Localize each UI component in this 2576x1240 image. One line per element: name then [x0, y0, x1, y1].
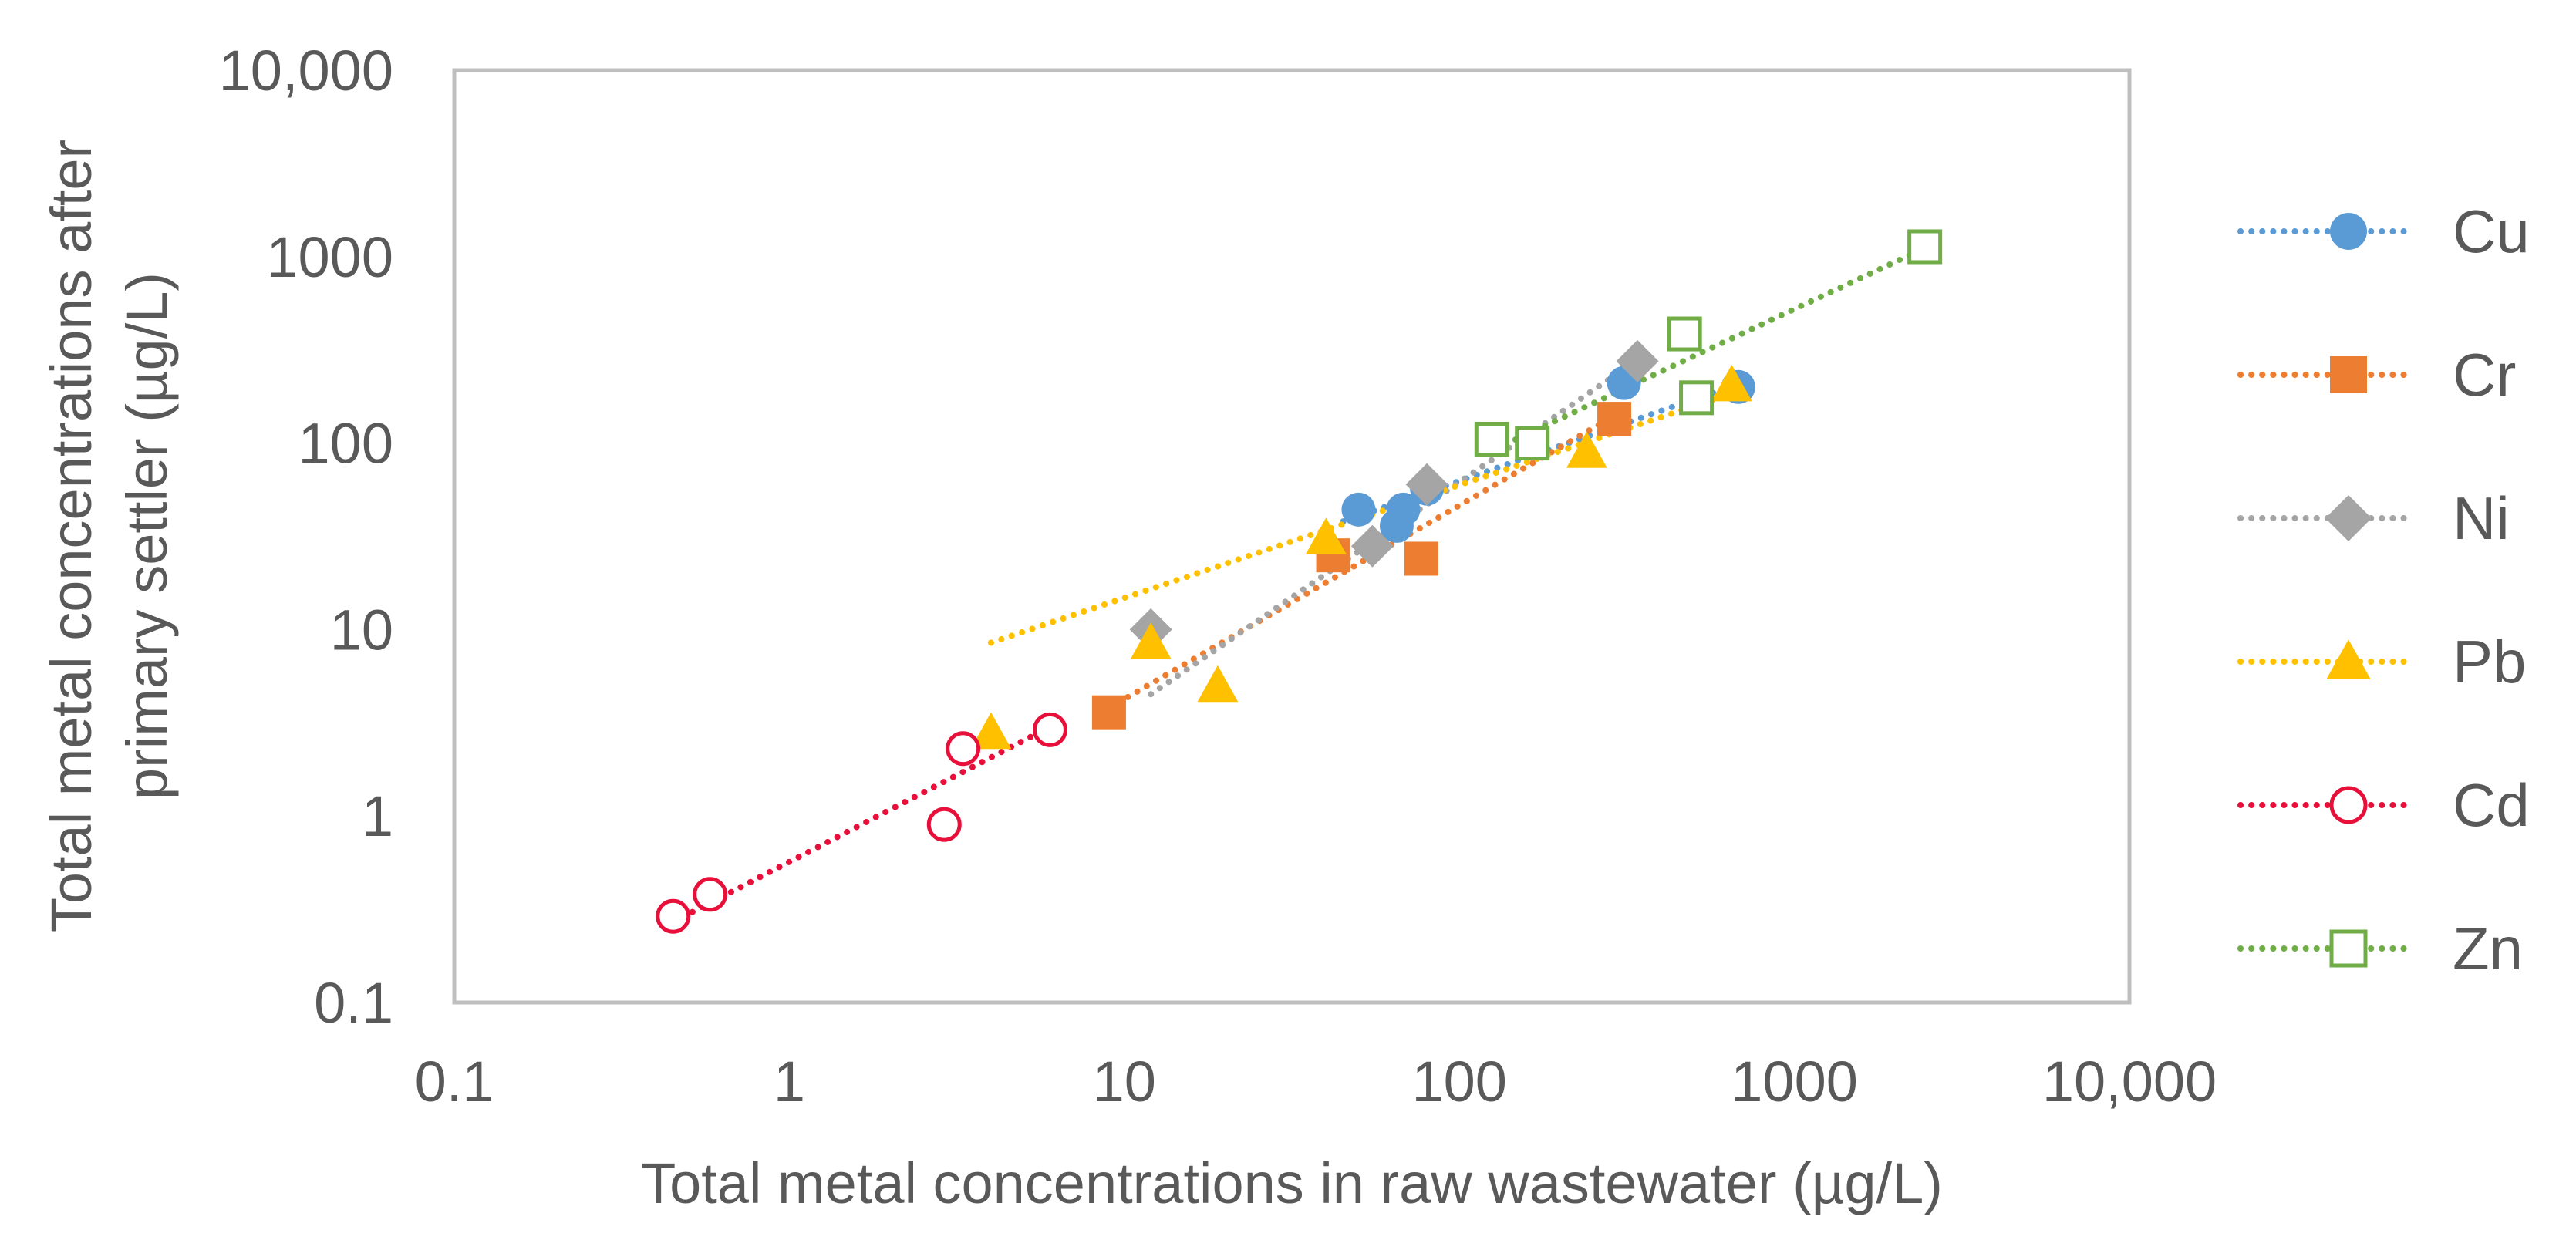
point-cr [1597, 402, 1632, 436]
legend-item-zn: Zn [2237, 915, 2523, 982]
point-cd [693, 877, 728, 912]
legend-label: Pb [2453, 628, 2526, 696]
x-tick-label: 1000 [1731, 1050, 1858, 1114]
legend-label: Zn [2453, 915, 2523, 982]
legend-item-cd: Cd [2237, 771, 2530, 839]
y-axis-label-line1: Total metal concentrations after [39, 140, 103, 932]
legend-label: Cd [2453, 771, 2530, 839]
point-cr [1404, 541, 1438, 576]
legend-label: Cu [2453, 197, 2530, 265]
point-zn [1907, 229, 1943, 265]
trendline-cd [669, 721, 1058, 925]
y-axis-label-line2: primary settler (µg/L) [115, 272, 179, 800]
point-cd [1032, 712, 1067, 747]
point-cu [1341, 492, 1376, 527]
x-axis-tick-labels: 0.1 1 10 100 1000 10,000 [415, 1050, 2217, 1114]
legend-label: Ni [2453, 484, 2510, 552]
legend-item-ni: Ni [2237, 484, 2510, 552]
x-axis-label: Total metal concentrations in raw wastew… [641, 1151, 1943, 1215]
legend-item-cu: Cu [2237, 197, 2530, 265]
point-cd [656, 898, 691, 934]
y-axis-label: Total metal concentrations after primary… [39, 140, 179, 932]
x-tick-label: 1 [774, 1050, 805, 1114]
point-pb [1711, 364, 1752, 402]
point-pb [1305, 517, 1347, 554]
trendline-cr [1105, 407, 1627, 712]
legend-marker [2326, 639, 2371, 680]
y-tick-label: 0.1 [314, 971, 393, 1035]
point-zn [1679, 380, 1715, 416]
legend-marker [2329, 786, 2368, 824]
point-ni [1350, 524, 1394, 568]
point-pb [1197, 665, 1239, 703]
point-cd [926, 807, 962, 842]
point-zn [1515, 426, 1550, 461]
point-cr [1091, 695, 1126, 730]
point-pb [1566, 431, 1607, 468]
x-tick-label: 10,000 [2042, 1050, 2217, 1114]
point-pb [970, 712, 1012, 750]
point-cu [1386, 492, 1421, 527]
x-tick-label: 10 [1093, 1050, 1156, 1114]
data-markers [656, 229, 1943, 934]
legend-marker [2330, 213, 2367, 250]
x-tick-label: 100 [1411, 1050, 1506, 1114]
point-cd [946, 731, 981, 767]
y-tick-label: 1 [362, 784, 393, 848]
x-tick-label: 0.1 [415, 1050, 494, 1114]
y-tick-label: 100 [298, 412, 393, 476]
legend-marker [2330, 356, 2367, 393]
point-pb [1130, 622, 1172, 659]
trendline-ni [1148, 353, 1645, 698]
legend: Cu Cr Ni Pb Cd Zn [2237, 197, 2530, 982]
legend-marker [2325, 495, 2372, 541]
point-zn [1474, 421, 1509, 457]
y-axis-tick-labels: 0.1 1 10 100 1000 10,000 [219, 39, 393, 1035]
plot-area [452, 68, 2132, 1005]
point-ni [1405, 463, 1448, 506]
y-tick-label: 10,000 [219, 39, 393, 103]
point-zn [1667, 316, 1702, 352]
legend-item-pb: Pb [2237, 628, 2526, 696]
legend-item-cr: Cr [2237, 341, 2516, 409]
legend-label: Cr [2453, 341, 2516, 409]
y-tick-label: 1000 [266, 225, 393, 289]
point-ni [1616, 339, 1659, 382]
legend-marker [2329, 929, 2368, 968]
y-tick-label: 10 [330, 598, 393, 662]
